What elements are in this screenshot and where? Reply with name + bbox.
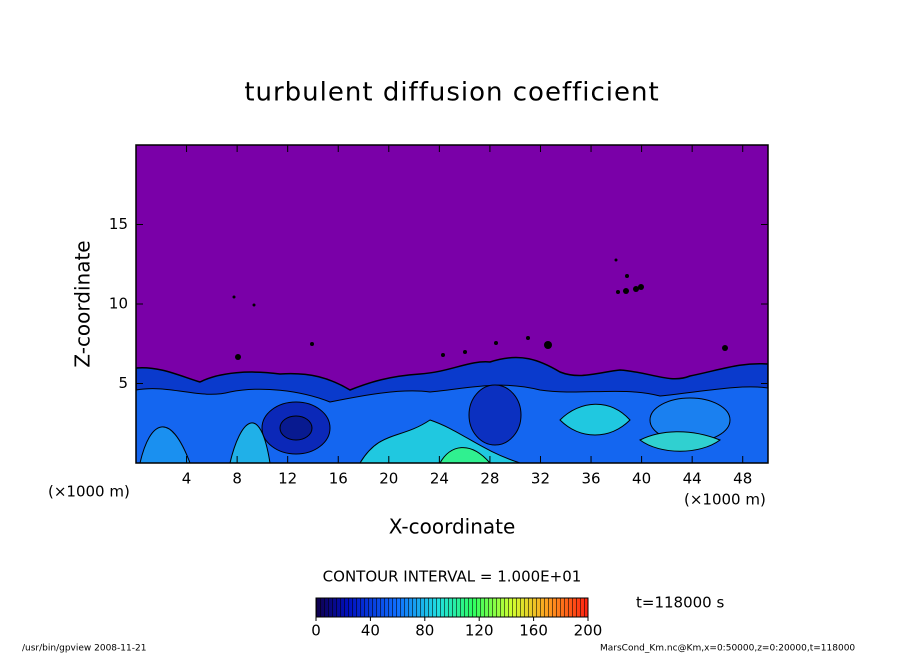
time-label: t=118000 s <box>636 594 724 612</box>
x-tick-label: 4 <box>182 470 192 488</box>
colorbar-tick-label: 160 <box>519 622 548 640</box>
contour-field <box>136 145 768 463</box>
y-unit: (×1000 m) <box>48 483 130 501</box>
colorbar-tick-label: 200 <box>574 622 603 640</box>
y-tick-label: 15 <box>109 215 128 233</box>
colorbar-tick-label: 120 <box>465 622 494 640</box>
colorbar-tick-label: 40 <box>361 622 380 640</box>
contour-interval: CONTOUR INTERVAL = 1.000E+01 <box>323 568 582 586</box>
x-tick-label: 24 <box>430 470 449 488</box>
x-tick-label: 28 <box>480 470 499 488</box>
colorbar-frame <box>315 597 589 618</box>
x-tick-label: 20 <box>379 470 398 488</box>
y-tick-label: 10 <box>109 295 128 313</box>
x-tick-label: 32 <box>531 470 550 488</box>
x-tick-label: 40 <box>632 470 651 488</box>
footer-left: /usr/bin/gpview 2008-11-21 <box>22 644 146 654</box>
x-tick-label: 36 <box>581 470 600 488</box>
chart-title: turbulent diffusion coefficient <box>244 78 659 108</box>
x-tick-label: 48 <box>733 470 752 488</box>
colorbar-tick-label: 0 <box>311 622 321 640</box>
x-tick-label: 8 <box>232 470 242 488</box>
x-tick-label: 12 <box>278 470 297 488</box>
y-axis-label: Z-coordinate <box>71 240 95 367</box>
colorbar-tick-label: 80 <box>415 622 434 640</box>
x-axis-label: X-coordinate <box>389 515 516 539</box>
x-tick-label: 44 <box>683 470 702 488</box>
x-tick-label: 16 <box>329 470 348 488</box>
footer-right: MarsCond_Km.nc@Km,x=0:50000,z=0:20000,t=… <box>600 644 855 654</box>
y-tick-label: 5 <box>118 374 128 392</box>
x-unit: (×1000 m) <box>684 491 766 509</box>
